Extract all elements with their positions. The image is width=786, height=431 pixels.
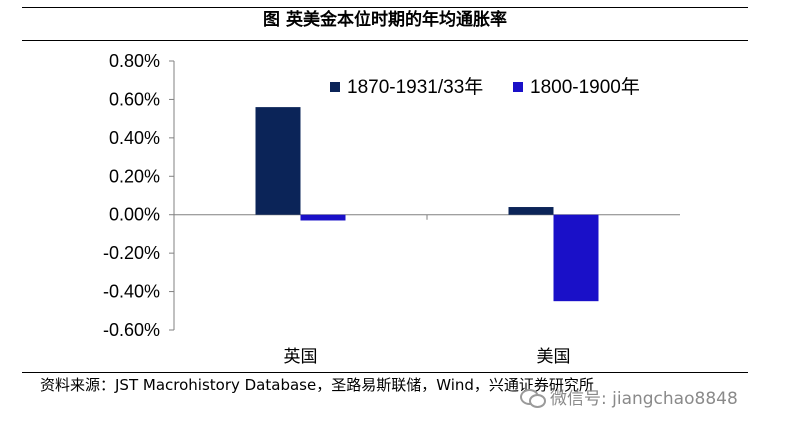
wechat-icon [520, 389, 546, 408]
title-rule [22, 40, 748, 41]
category-label: 美国 [537, 347, 571, 367]
bar [255, 107, 301, 215]
bar [508, 207, 554, 215]
y-tick-label: 0.00% [109, 205, 160, 225]
bars [255, 107, 599, 302]
watermark-text: 微信号: jiangchao8848 [550, 389, 738, 409]
y-tick-label: 0.20% [109, 166, 160, 186]
y-tick-label: -0.40% [103, 282, 160, 302]
category-labels: 英国 美国 [284, 347, 571, 367]
y-axis: 0.80% 0.60% 0.40% 0.20% 0.00% -0.20% -0.40% -0.… [103, 51, 680, 340]
bar [300, 214, 346, 221]
bar-chart: 0.80% 0.60% 0.40% 0.20% 0.00% -0.20% -0.40% -0.… [103, 51, 680, 367]
chart-title: 图 英美金本位时期的年均通胀率 [263, 10, 507, 30]
legend-swatch [330, 82, 340, 92]
legend-label: 1800-1900年 [530, 76, 640, 98]
y-tick-label: 0.80% [109, 51, 160, 71]
source-note: 资料来源：JST Macrohistory Database，圣路易斯联储，Wi… [40, 376, 594, 394]
watermark: 微信号: jiangchao8848 [520, 384, 738, 409]
category-label: 英国 [284, 347, 318, 367]
legend-label: 1870-1931/33年 [347, 76, 483, 98]
top-rule [22, 7, 748, 8]
y-tick-label: -0.20% [103, 243, 160, 263]
bar [553, 214, 599, 302]
y-tick-label: -0.60% [103, 320, 160, 340]
source-rule [22, 372, 748, 373]
legend-swatch [513, 82, 523, 92]
y-tick-label: 0.40% [109, 128, 160, 148]
legend: 1870-1931/33年 1800-1900年 [330, 76, 640, 98]
y-tick-label: 0.60% [109, 89, 160, 109]
